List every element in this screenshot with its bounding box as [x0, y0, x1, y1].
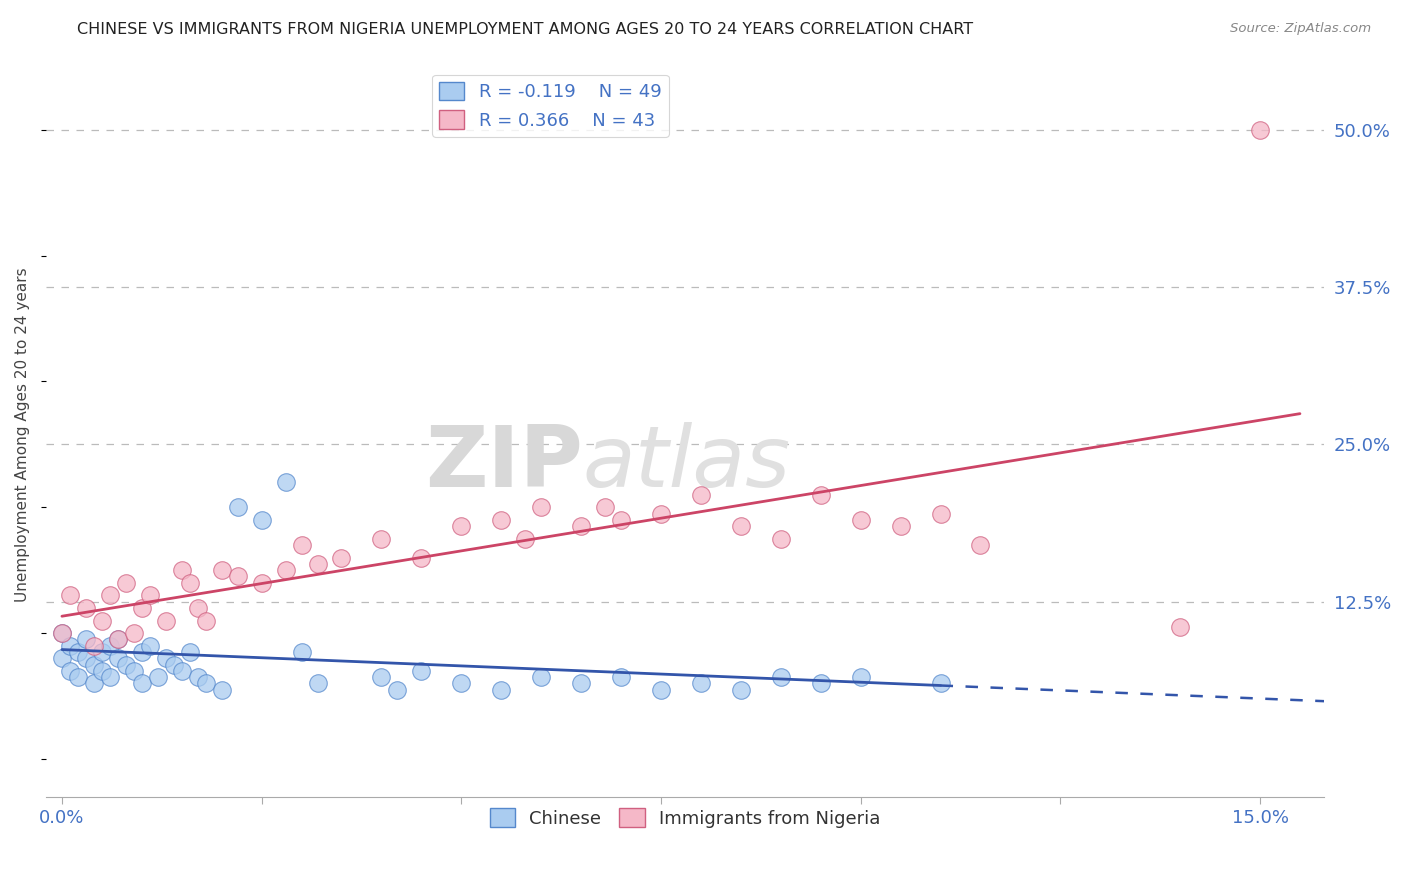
Point: [75, 651, 97, 665]
Y-axis label: Unemployment Among Ages 20 to 24 years: Unemployment Among Ages 20 to 24 years: [15, 268, 30, 602]
Point: [194, 676, 217, 690]
Point: [83, 639, 105, 653]
Point: [131, 676, 153, 690]
Point: [530, 670, 553, 684]
Point: [969, 538, 991, 552]
Point: [929, 507, 952, 521]
Point: [170, 664, 193, 678]
Point: [274, 475, 297, 489]
Point: [107, 632, 129, 647]
Point: [98, 670, 121, 684]
Point: [810, 488, 832, 502]
Point: [155, 651, 177, 665]
Point: [810, 676, 832, 690]
Point: [489, 682, 512, 697]
Point: [370, 670, 392, 684]
Point: [59, 664, 82, 678]
Point: [146, 670, 169, 684]
Point: [849, 513, 872, 527]
Point: [107, 632, 129, 647]
Point: [411, 664, 433, 678]
Point: [450, 676, 472, 690]
Point: [66, 645, 89, 659]
Point: [98, 639, 121, 653]
Point: [690, 676, 713, 690]
Point: [51, 651, 73, 665]
Legend: Chinese, Immigrants from Nigeria: Chinese, Immigrants from Nigeria: [482, 801, 887, 835]
Point: [929, 676, 952, 690]
Point: [75, 601, 97, 615]
Point: [131, 645, 153, 659]
Point: [530, 500, 553, 515]
Point: [569, 676, 592, 690]
Point: [122, 626, 145, 640]
Point: [107, 651, 129, 665]
Point: [170, 563, 193, 577]
Point: [387, 682, 409, 697]
Point: [370, 532, 392, 546]
Point: [51, 626, 73, 640]
Point: [187, 670, 209, 684]
Text: CHINESE VS IMMIGRANTS FROM NIGERIA UNEMPLOYMENT AMONG AGES 20 TO 24 YEARS CORREL: CHINESE VS IMMIGRANTS FROM NIGERIA UNEMP…: [77, 22, 973, 37]
Point: [226, 569, 249, 583]
Point: [411, 550, 433, 565]
Point: [90, 614, 112, 628]
Point: [179, 575, 201, 590]
Point: [90, 664, 112, 678]
Point: [139, 639, 162, 653]
Point: [179, 645, 201, 659]
Text: Source: ZipAtlas.com: Source: ZipAtlas.com: [1230, 22, 1371, 36]
Point: [83, 657, 105, 672]
Point: [650, 682, 672, 697]
Text: atlas: atlas: [582, 422, 790, 506]
Point: [139, 588, 162, 602]
Point: [83, 676, 105, 690]
Point: [163, 657, 186, 672]
Point: [98, 588, 121, 602]
Point: [1168, 620, 1191, 634]
Text: ZIP: ZIP: [425, 422, 582, 506]
Point: [890, 519, 912, 533]
Point: [650, 507, 672, 521]
Point: [330, 550, 353, 565]
Point: [187, 601, 209, 615]
Point: [307, 557, 329, 571]
Point: [610, 513, 633, 527]
Point: [569, 519, 592, 533]
Point: [849, 670, 872, 684]
Point: [59, 639, 82, 653]
Point: [250, 513, 273, 527]
Point: [250, 575, 273, 590]
Point: [450, 519, 472, 533]
Point: [274, 563, 297, 577]
Point: [290, 538, 312, 552]
Point: [51, 626, 73, 640]
Point: [75, 632, 97, 647]
Point: [610, 670, 633, 684]
Point: [115, 575, 138, 590]
Point: [1249, 122, 1271, 136]
Point: [593, 500, 616, 515]
Point: [66, 670, 89, 684]
Point: [730, 519, 752, 533]
Point: [59, 588, 82, 602]
Point: [211, 682, 233, 697]
Point: [769, 670, 792, 684]
Point: [730, 682, 752, 697]
Point: [307, 676, 329, 690]
Point: [90, 645, 112, 659]
Point: [122, 664, 145, 678]
Point: [131, 601, 153, 615]
Point: [489, 513, 512, 527]
Point: [515, 532, 537, 546]
Point: [155, 614, 177, 628]
Point: [115, 657, 138, 672]
Point: [690, 488, 713, 502]
Point: [194, 614, 217, 628]
Point: [226, 500, 249, 515]
Point: [290, 645, 312, 659]
Point: [769, 532, 792, 546]
Point: [211, 563, 233, 577]
